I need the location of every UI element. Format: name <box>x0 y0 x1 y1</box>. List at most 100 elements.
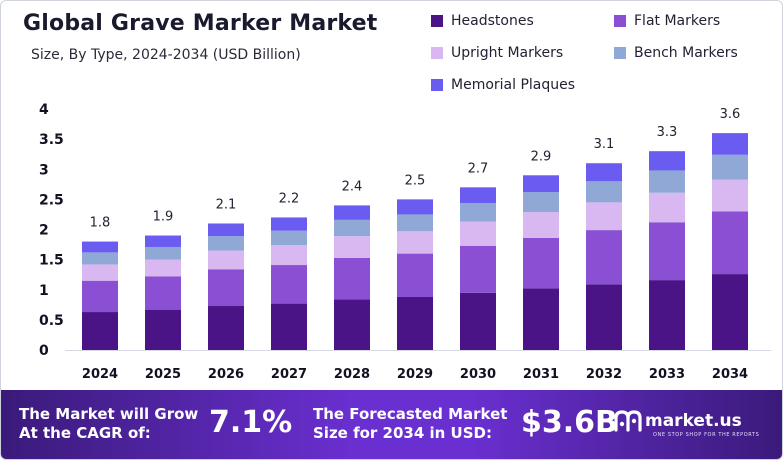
cagr-value: 7.1% <box>209 405 293 440</box>
forecast-label: The Forecasted Market Size for 2034 in U… <box>313 405 507 443</box>
bar-segment-upright-markers <box>82 264 118 281</box>
bar-segment-upright-markers <box>334 236 370 258</box>
bar-segment-upright-markers <box>586 202 622 231</box>
legend-item-upright-markers: Upright Markers <box>431 45 563 61</box>
bar-segment-flat-markers <box>523 237 559 289</box>
forecast-label-line2: Size for 2034 in USD: <box>313 424 492 442</box>
y-tick-label: 3 <box>39 162 49 178</box>
market-us-logo-icon <box>614 410 642 432</box>
bar-segment-bench-markers <box>82 252 118 265</box>
bar-segment-memorial-plaques <box>82 241 118 253</box>
bar-segment-memorial-plaques <box>649 151 685 171</box>
bar-segment-headstones <box>82 312 118 350</box>
bar-segment-memorial-plaques <box>712 133 748 155</box>
bar-segment-upright-markers <box>649 192 685 223</box>
brand-tagline: ONE STOP SHOP FOR THE REPORTS <box>653 432 760 438</box>
bar-segment-headstones <box>712 274 748 350</box>
bar-segment-bench-markers <box>145 246 181 260</box>
bar-segment-upright-markers <box>523 212 559 238</box>
y-tick-label: 4 <box>39 102 49 118</box>
bar-segment-upright-markers <box>145 259 181 277</box>
legend-label-bench-markers: Bench Markers <box>634 45 738 61</box>
bar-segment-memorial-plaques <box>586 163 622 182</box>
footer-banner: The Market will Grow At the CAGR of: 7.1… <box>1 390 782 459</box>
legend-item-bench-markers: Bench Markers <box>614 45 738 61</box>
legend-swatch-memorial-plaques <box>431 79 443 91</box>
bar-total-label: 2.9 <box>531 149 552 164</box>
bar-segment-bench-markers <box>649 170 685 193</box>
bar-total-label: 3.6 <box>720 107 741 122</box>
bar-total-label: 2.4 <box>342 179 363 194</box>
bar-segment-memorial-plaques <box>460 187 496 203</box>
brand-logo: market.us ONE STOP SHOP FOR THE REPORTS <box>613 408 759 438</box>
x-tick-label: 2024 <box>82 367 118 382</box>
bar-segment-headstones <box>334 299 370 350</box>
bar-segment-flat-markers <box>82 280 118 313</box>
bar-total-label: 1.9 <box>153 210 174 225</box>
bar-segment-upright-markers <box>208 250 244 270</box>
bar-segment-bench-markers <box>523 192 559 213</box>
legend-swatch-bench-markers <box>614 47 626 59</box>
y-tick-label: 0.5 <box>39 313 64 329</box>
bar-total-label: 2.7 <box>468 161 489 176</box>
cagr-label: The Market will Grow At the CAGR of: <box>19 405 198 443</box>
forecast-label-line1: The Forecasted Market <box>313 405 508 423</box>
x-tick-label: 2026 <box>208 367 244 382</box>
bar-segment-upright-markers <box>397 231 433 254</box>
legend-swatch-upright-markers <box>431 47 443 59</box>
forecast-value: $3.6B <box>521 405 618 440</box>
bar-segment-flat-markers <box>271 265 307 304</box>
chart-subtitle: Size, By Type, 2024-2034 (USD Billion) <box>31 47 301 63</box>
legend-label-flat-markers: Flat Markers <box>634 13 721 29</box>
stacked-bar-chart: 0 0.5 1 1.5 2 2.5 3 3.5 4 1.8 2024 1.9 2025 2.1 2026 2.… <box>39 102 771 382</box>
bar-segment-headstones <box>523 288 559 350</box>
bar-total-label: 3.3 <box>657 125 678 140</box>
bar-segment-bench-markers <box>334 219 370 237</box>
bar-segment-memorial-plaques <box>271 217 307 231</box>
x-tick-label: 2031 <box>523 367 559 382</box>
legend-swatch-flat-markers <box>614 15 626 27</box>
bar-segment-headstones <box>271 303 307 350</box>
bar-segment-bench-markers <box>712 154 748 180</box>
bar-segment-upright-markers <box>712 179 748 212</box>
bar-total-label: 2.5 <box>405 173 426 188</box>
x-tick-label: 2025 <box>145 367 181 382</box>
bar-segment-flat-markers <box>649 222 685 281</box>
bar-segment-memorial-plaques <box>208 223 244 237</box>
y-tick-label: 2 <box>39 223 49 239</box>
cagr-label-line2: At the CAGR of: <box>19 424 151 442</box>
x-tick-label: 2032 <box>586 367 622 382</box>
bar-segment-flat-markers <box>145 276 181 310</box>
bar-segment-flat-markers <box>460 245 496 293</box>
y-tick-label: 1.5 <box>39 253 64 269</box>
bar-segment-memorial-plaques <box>397 199 433 215</box>
legend-label-headstones: Headstones <box>451 13 534 29</box>
legend-swatch-headstones <box>431 15 443 27</box>
y-tick-label: 2.5 <box>39 192 64 208</box>
bar-segment-bench-markers <box>271 230 307 246</box>
y-tick-label: 1 <box>39 283 49 299</box>
x-tick-label: 2029 <box>397 367 433 382</box>
chart-title: Global Grave Marker Market <box>23 11 378 36</box>
bar-total-label: 2.1 <box>216 197 237 212</box>
cagr-label-line1: The Market will Grow <box>19 405 199 423</box>
bar-segment-flat-markers <box>712 211 748 275</box>
bar-segment-bench-markers <box>397 214 433 232</box>
legend-label-memorial-plaques: Memorial Plaques <box>451 77 576 93</box>
bar-segment-flat-markers <box>397 253 433 297</box>
bar-segment-memorial-plaques <box>145 235 181 247</box>
x-tick-label: 2027 <box>271 367 307 382</box>
bar-segment-headstones <box>460 292 496 350</box>
y-tick-label: 0 <box>39 343 49 359</box>
bar-segment-bench-markers <box>460 202 496 222</box>
bar-segment-bench-markers <box>586 181 622 203</box>
x-tick-label: 2030 <box>460 367 496 382</box>
y-tick-label: 3.5 <box>39 132 64 148</box>
bar-segment-headstones <box>397 296 433 350</box>
bar-total-label: 3.1 <box>594 137 615 152</box>
bar-segment-flat-markers <box>208 269 244 307</box>
bar-segment-flat-markers <box>586 230 622 285</box>
bar-segment-memorial-plaques <box>523 175 559 193</box>
bar-segment-memorial-plaques <box>334 205 370 220</box>
